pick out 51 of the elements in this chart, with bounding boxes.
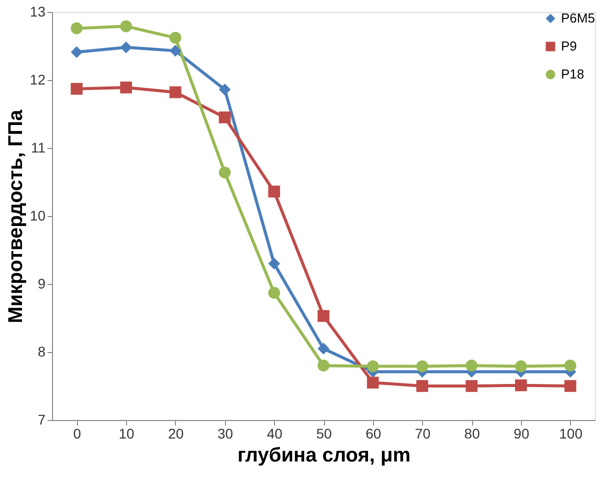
y-tick-label: 9 [38, 276, 46, 292]
point [70, 46, 83, 58]
x-tick-label: 10 [118, 426, 135, 442]
point [318, 310, 330, 322]
point [515, 360, 527, 372]
point [268, 286, 280, 299]
x-tick-label: 20 [168, 426, 184, 442]
y-tick-label: 10 [30, 208, 46, 224]
point [218, 166, 231, 178]
point [268, 258, 280, 270]
x-tick-label: 100 [559, 426, 583, 442]
x-tick-label: 90 [514, 426, 530, 442]
point [268, 186, 280, 198]
point [564, 380, 576, 392]
x-tick-label: 50 [316, 426, 332, 442]
y-axis-title: Микротвердость, ГПа [4, 108, 27, 324]
y-tick-label: 11 [30, 140, 46, 156]
point [70, 22, 83, 34]
y-tick-label: 12 [30, 72, 46, 88]
point [120, 20, 132, 32]
point [416, 360, 428, 372]
x-tick-label: 80 [464, 426, 480, 442]
point [416, 380, 428, 392]
point [366, 376, 379, 389]
point [169, 44, 182, 57]
x-tick-label: 30 [217, 426, 234, 442]
point [70, 82, 83, 95]
point [466, 360, 478, 372]
point [515, 379, 527, 392]
y-tick-label: 8 [38, 344, 46, 360]
legend-label: Р18 [561, 66, 584, 82]
point [318, 342, 330, 355]
legend-label: Р9 [561, 38, 577, 54]
x-tick-label: 40 [266, 426, 283, 442]
point [120, 41, 132, 54]
point [466, 380, 478, 392]
x-axis-title: глубина слоя, μm [237, 444, 411, 466]
point [169, 32, 182, 44]
point [318, 360, 330, 372]
point [366, 360, 379, 372]
point [120, 82, 132, 94]
x-tick-label: 0 [73, 426, 82, 442]
legend-label: Р6М5 [561, 10, 595, 26]
point [218, 84, 231, 96]
x-tick-label: 70 [414, 426, 431, 442]
point [564, 360, 576, 372]
y-tick-label: 13 [30, 4, 46, 20]
y-tick-label: 7 [38, 412, 46, 428]
point [218, 111, 231, 124]
x-tick-label: 60 [366, 426, 382, 442]
point [169, 86, 182, 98]
